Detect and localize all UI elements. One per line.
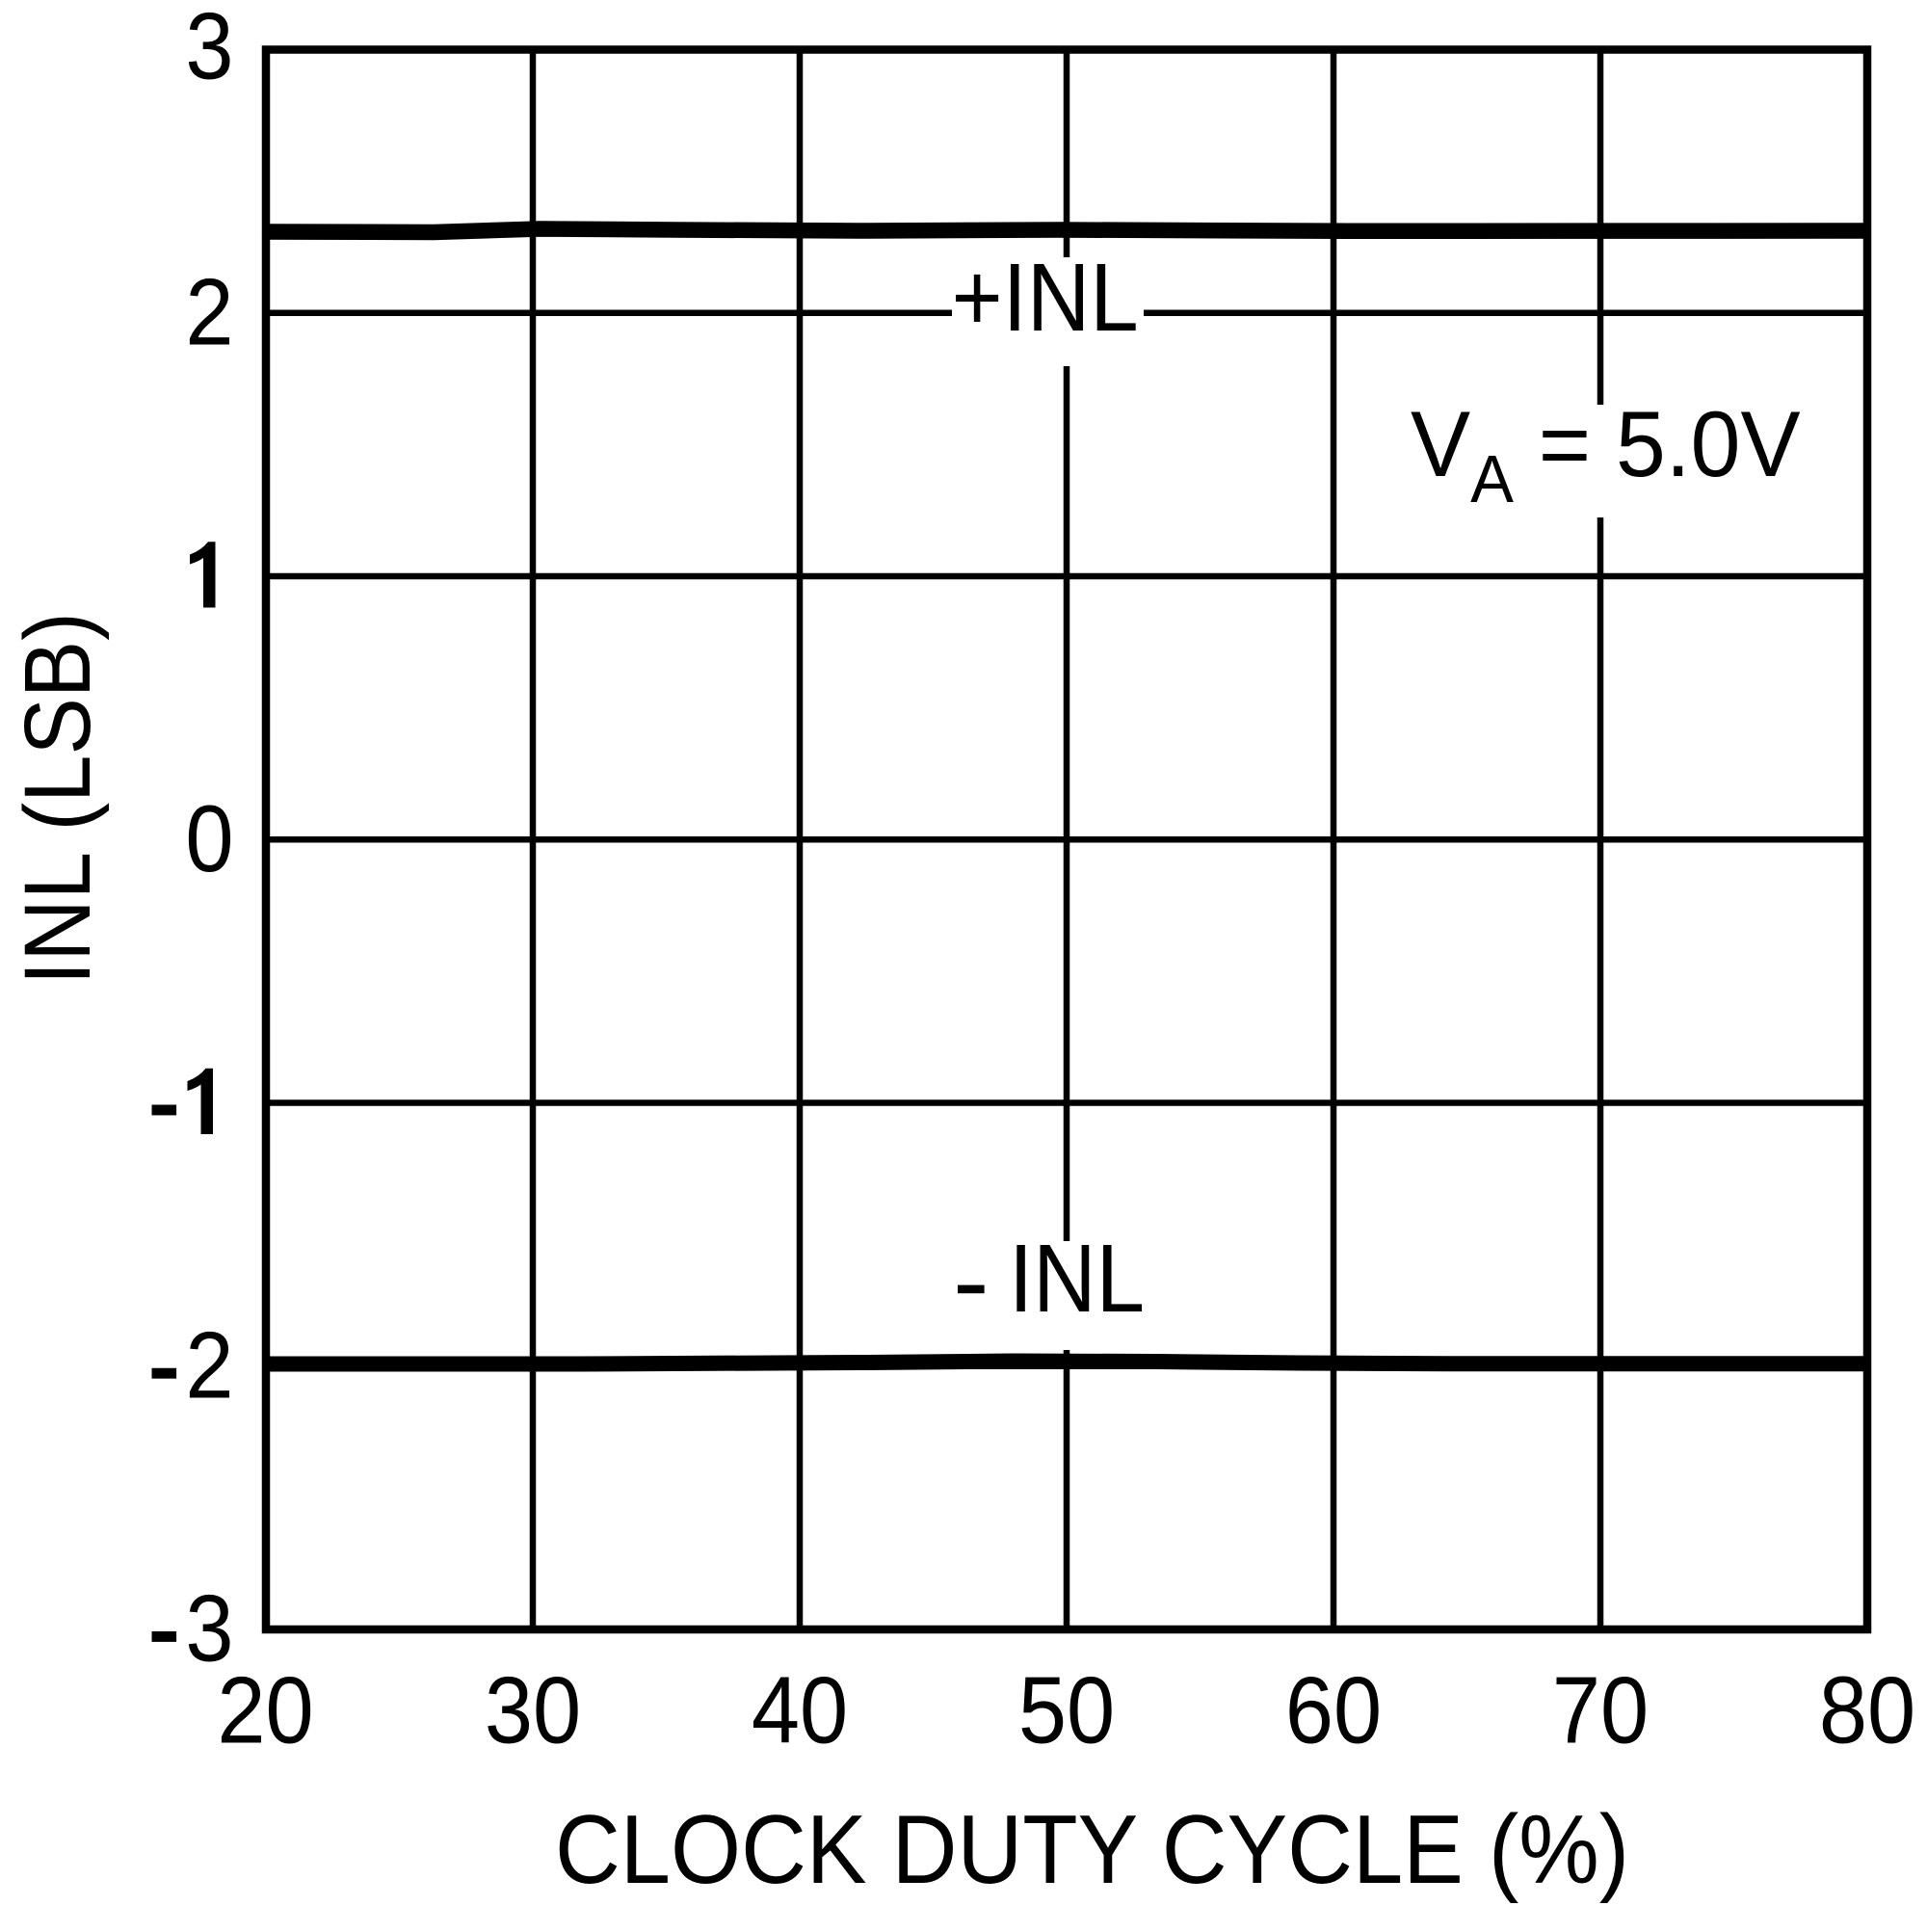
svg-text:INL: INL: [1009, 1226, 1145, 1333]
svg-text:3: 3: [185, 0, 233, 98]
svg-text:30: 30: [485, 1657, 581, 1762]
svg-text:80: 80: [1819, 1657, 1915, 1762]
svg-text:40: 40: [752, 1657, 848, 1762]
svg-text:2: 2: [185, 259, 233, 364]
svg-text:CLOCK DUTY CYCLE (%): CLOCK DUTY CYCLE (%): [555, 1795, 1629, 1904]
svg-text:3: 3: [185, 1575, 233, 1681]
svg-text:50: 50: [1018, 1657, 1115, 1762]
svg-text:INL (LSB): INL (LSB): [5, 612, 109, 985]
svg-text:20: 20: [217, 1657, 313, 1762]
svg-text:0: 0: [185, 785, 233, 890]
svg-text:+INL: +INL: [952, 245, 1139, 352]
svg-text:60: 60: [1285, 1657, 1382, 1762]
svg-text:70: 70: [1552, 1657, 1649, 1762]
svg-text:2: 2: [185, 1312, 233, 1417]
